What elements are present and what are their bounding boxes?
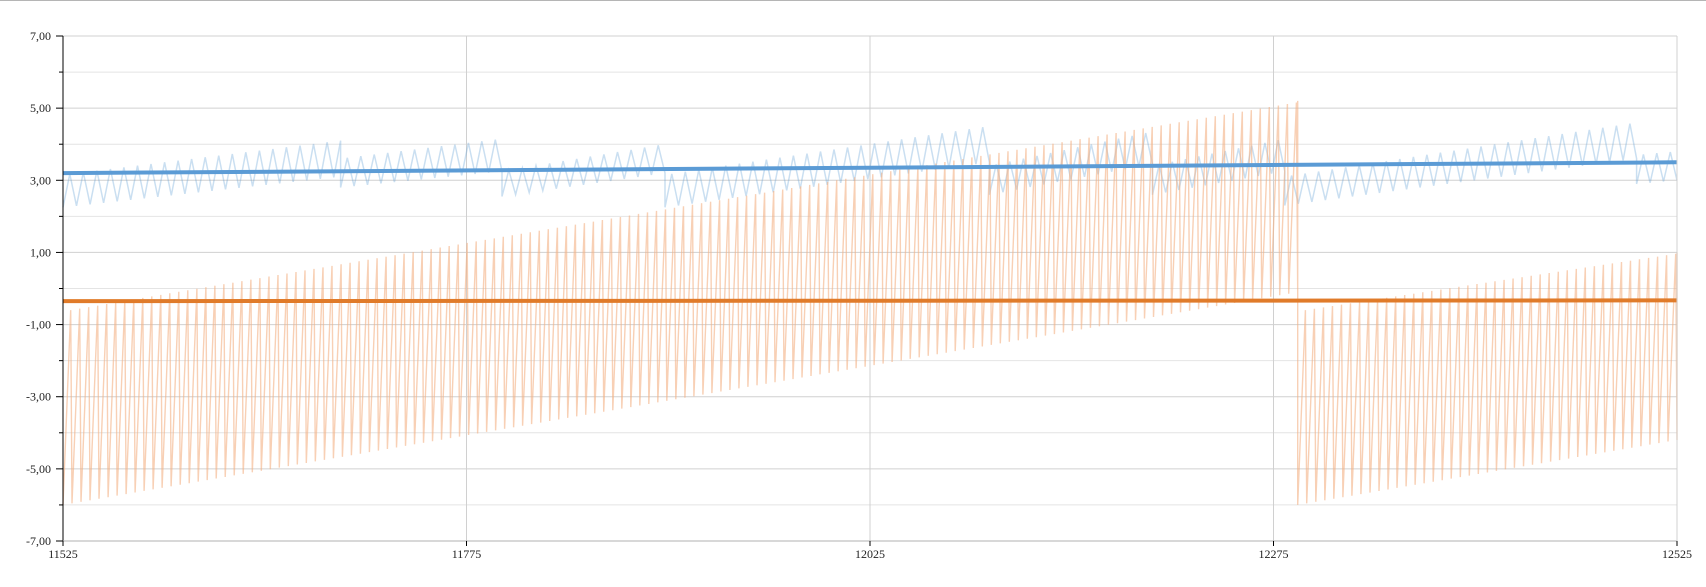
y-tick-label: -1,00	[26, 318, 51, 332]
blue-trend-line	[62, 160, 1678, 176]
blue-oscillation-series	[62, 123, 1678, 208]
trend-series-layer	[62, 160, 1678, 304]
axes: 7,00 5,00 3,00 1,00 -1,00 -3,00 -5,00 -7,001152…	[26, 29, 1692, 561]
y-tick-label: -3,00	[26, 390, 51, 404]
y-tick-label: 5,00	[30, 101, 51, 115]
x-tick-label: 12525	[1662, 547, 1692, 561]
orange-sawtooth-series	[62, 100, 1678, 505]
x-tick-label: 11775	[452, 547, 482, 561]
x-tick-label: 12275	[1259, 547, 1289, 561]
y-tick-label: 1,00	[30, 245, 51, 259]
faint-series-layer	[62, 100, 1678, 505]
top-border	[0, 0, 1706, 1]
x-tick-label: 12025	[855, 547, 885, 561]
y-tick-label: -7,00	[26, 534, 51, 548]
x-tick-label: 11525	[48, 547, 78, 561]
y-tick-label: 3,00	[30, 173, 51, 187]
orange-trend-line	[62, 298, 1678, 304]
y-tick-label: 7,00	[30, 29, 51, 43]
y-tick-label: -5,00	[26, 462, 51, 476]
